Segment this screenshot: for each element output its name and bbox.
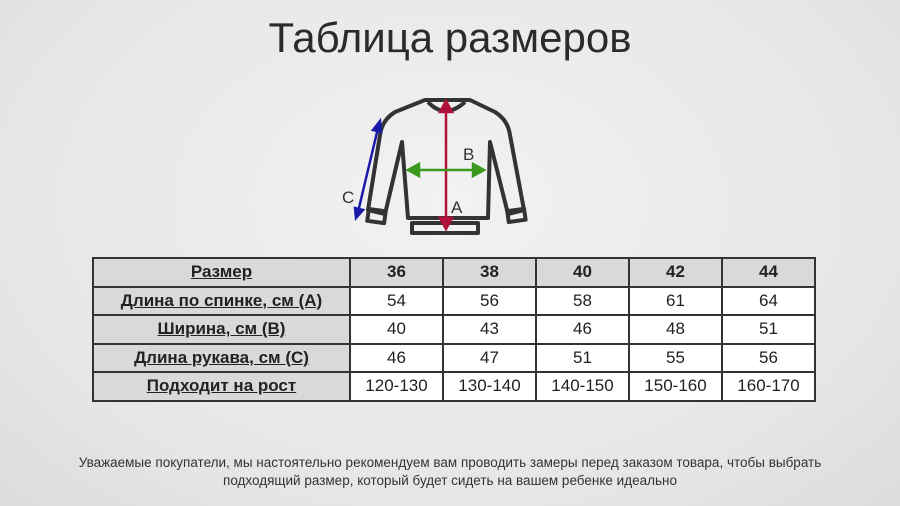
table-row: Длина рукава, см (C) 46 47 51 55 56 (92, 342, 816, 373)
size-header: 42 (628, 257, 723, 288)
cell: 46 (535, 314, 630, 345)
sweater-diagram: B A C (342, 98, 528, 235)
label-c: C (342, 188, 354, 207)
cell: 43 (442, 314, 537, 345)
size-table: Размер 36 38 40 42 44 Длина по спинке, с… (92, 257, 816, 402)
table-row: Длина по спинке, см (A) 54 56 58 61 64 (92, 285, 816, 316)
cell: 58 (535, 285, 630, 316)
row-label: Длина рукава, см (C) (92, 342, 351, 373)
size-header: 36 (349, 257, 444, 288)
cell: 64 (721, 285, 816, 316)
cell: 47 (442, 342, 537, 373)
cell: 61 (628, 285, 723, 316)
table-header-row: Размер 36 38 40 42 44 (92, 257, 816, 288)
measure-a (437, 98, 455, 232)
cell: 140-150 (535, 371, 630, 402)
cell: 51 (535, 342, 630, 373)
page-title: Таблица размеров (268, 14, 632, 61)
row-label: Длина по спинке, см (A) (92, 285, 351, 316)
table-row: Подходит на рост 120-130 130-140 140-150… (92, 371, 816, 402)
footer-note: Уважаемые покупатели, мы настоятельно ре… (0, 454, 900, 490)
footer-line: подходящий размер, который будет сидеть … (223, 473, 677, 488)
size-header: 38 (442, 257, 537, 288)
size-header: 44 (721, 257, 816, 288)
row-label: Подходит на рост (92, 371, 351, 402)
measure-b (405, 161, 487, 179)
row-label: Ширина, см (B) (92, 314, 351, 345)
footer-line: Уважаемые покупатели, мы настоятельно ре… (78, 455, 822, 470)
size-header: 40 (535, 257, 630, 288)
cell: 56 (442, 285, 537, 316)
cell: 55 (628, 342, 723, 373)
label-a: A (451, 198, 463, 217)
header-label: Размер (92, 257, 351, 288)
cell: 54 (349, 285, 444, 316)
cell: 150-160 (628, 371, 723, 402)
cell: 160-170 (721, 371, 816, 402)
label-b: B (463, 145, 474, 164)
table-row: Ширина, см (B) 40 43 46 48 51 (92, 314, 816, 345)
cell: 130-140 (442, 371, 537, 402)
cell: 56 (721, 342, 816, 373)
cell: 40 (349, 314, 444, 345)
cell: 46 (349, 342, 444, 373)
cell: 120-130 (349, 371, 444, 402)
cell: 51 (721, 314, 816, 345)
measure-c (353, 117, 383, 221)
cell: 48 (628, 314, 723, 345)
